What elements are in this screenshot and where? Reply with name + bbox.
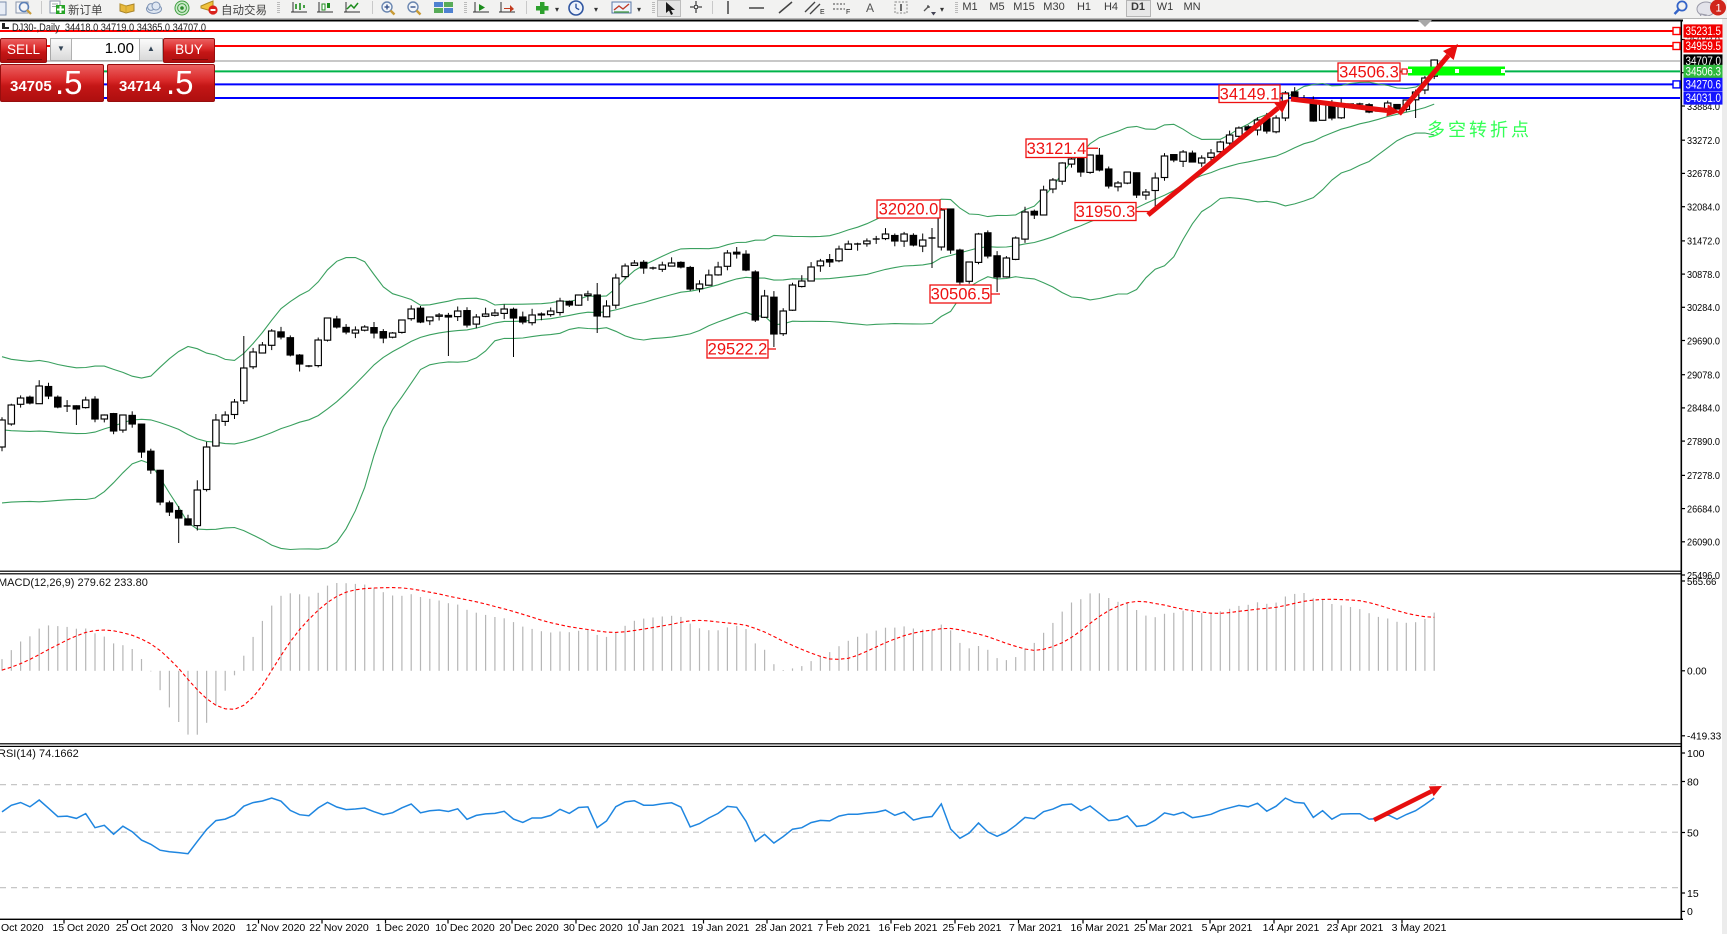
svg-text:5 Apr 2021: 5 Apr 2021	[1202, 922, 1253, 934]
svg-text:27890.0: 27890.0	[1687, 436, 1720, 448]
svg-text:3 May 2021: 3 May 2021	[1392, 922, 1447, 934]
svg-text:12 Nov 2020: 12 Nov 2020	[246, 922, 306, 934]
svg-text:28 Jan 2021: 28 Jan 2021	[755, 922, 813, 934]
svg-text:33272.0: 33272.0	[1687, 135, 1720, 147]
svg-text:34149.1: 34149.1	[1220, 85, 1280, 103]
svg-text:14 Apr 2021: 14 Apr 2021	[1263, 922, 1320, 934]
svg-text:34506.3: 34506.3	[1339, 64, 1399, 82]
svg-text:25 Oct 2020: 25 Oct 2020	[116, 922, 173, 934]
svg-text:7 Mar 2021: 7 Mar 2021	[1009, 922, 1062, 934]
svg-text:29690.0: 29690.0	[1687, 335, 1720, 347]
svg-text:34031.0: 34031.0	[1686, 93, 1722, 105]
svg-text:-419.33: -419.33	[1687, 731, 1721, 743]
svg-text:10 Dec 2020: 10 Dec 2020	[435, 922, 495, 934]
svg-text:1: 1	[1716, 3, 1722, 15]
svg-text:26090.0: 26090.0	[1687, 537, 1720, 549]
svg-text:29522.2: 29522.2	[708, 341, 768, 359]
svg-text:22 Nov 2020: 22 Nov 2020	[309, 922, 369, 934]
svg-text:32678.0: 32678.0	[1687, 168, 1720, 180]
svg-text:31950.3: 31950.3	[1076, 203, 1136, 221]
svg-text:16 Feb 2021: 16 Feb 2021	[879, 922, 938, 934]
svg-text:31472.0: 31472.0	[1687, 236, 1720, 248]
svg-text:34959.5: 34959.5	[1686, 41, 1722, 53]
svg-text:26684.0: 26684.0	[1687, 503, 1720, 515]
svg-text:0: 0	[1687, 906, 1693, 918]
svg-text:DJ30-,Daily 34418.0 34719.0 3: DJ30-,Daily 34418.0 34719.0 34365.0 3470…	[12, 22, 206, 34]
svg-text:100: 100	[1687, 748, 1705, 760]
svg-text:28484.0: 28484.0	[1687, 403, 1720, 415]
svg-text:27278.0: 27278.0	[1687, 470, 1720, 482]
svg-text:0.00: 0.00	[1687, 666, 1707, 678]
svg-text:29078.0: 29078.0	[1687, 370, 1720, 382]
svg-text:多空转折点: 多空转折点	[1427, 120, 1532, 140]
svg-text:1 Dec 2020: 1 Dec 2020	[376, 922, 430, 934]
svg-text:E: E	[820, 9, 825, 16]
svg-text:25 Feb 2021: 25 Feb 2021	[943, 922, 1002, 934]
svg-text:25 Mar 2021: 25 Mar 2021	[1134, 922, 1193, 934]
svg-text:RSI(14) 74.1662: RSI(14) 74.1662	[0, 748, 79, 760]
svg-text:30506.5: 30506.5	[931, 286, 991, 304]
svg-text:35231.5: 35231.5	[1686, 26, 1722, 38]
svg-text:34270.6: 34270.6	[1686, 79, 1722, 91]
svg-text:32020.0: 32020.0	[879, 201, 939, 219]
svg-text:25496.0: 25496.0	[1687, 570, 1720, 582]
svg-text:32084.0: 32084.0	[1687, 202, 1720, 214]
svg-text:565.66: 565.66	[1687, 576, 1717, 588]
svg-text:16 Mar 2021: 16 Mar 2021	[1071, 922, 1130, 934]
svg-text:15 Oct 2020: 15 Oct 2020	[52, 922, 109, 934]
svg-text:50: 50	[1687, 827, 1699, 839]
svg-text:30878.0: 30878.0	[1687, 269, 1720, 281]
svg-text:20 Dec 2020: 20 Dec 2020	[499, 922, 559, 934]
svg-text:23 Apr 2021: 23 Apr 2021	[1327, 922, 1384, 934]
svg-text:80: 80	[1687, 776, 1699, 788]
svg-text:34506.3: 34506.3	[1686, 66, 1722, 78]
svg-text:15: 15	[1687, 888, 1699, 900]
svg-text:30 Dec 2020: 30 Dec 2020	[563, 922, 623, 934]
svg-text:33121.4: 33121.4	[1027, 140, 1087, 158]
svg-text:7 Feb 2021: 7 Feb 2021	[817, 922, 870, 934]
svg-text:F: F	[846, 9, 850, 16]
svg-text:MACD(12,26,9) 279.62 233.80: MACD(12,26,9) 279.62 233.80	[0, 577, 148, 589]
svg-text:Oct 2020: Oct 2020	[1, 922, 44, 934]
svg-text:19 Jan 2021: 19 Jan 2021	[692, 922, 750, 934]
svg-text:10 Jan 2021: 10 Jan 2021	[627, 922, 685, 934]
svg-text:3 Nov 2020: 3 Nov 2020	[182, 922, 236, 934]
svg-text:30284.0: 30284.0	[1687, 302, 1720, 314]
